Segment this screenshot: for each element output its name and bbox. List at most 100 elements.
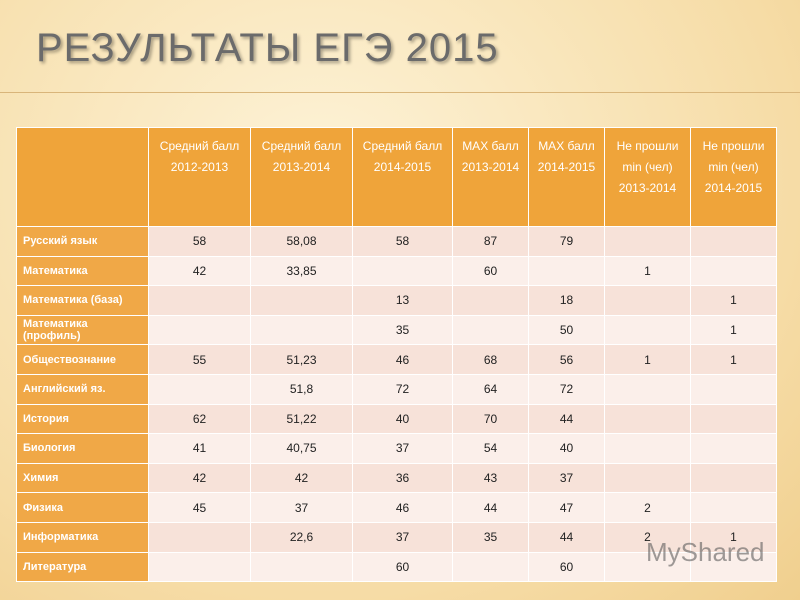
column-header <box>16 127 149 227</box>
value-cell: 44 <box>452 492 529 523</box>
table-row: Физика 45 37 46 44 47 2 <box>16 492 777 523</box>
value-cell: 87 <box>452 226 529 257</box>
value-cell: 45 <box>148 492 251 523</box>
value-cell: 46 <box>352 344 453 375</box>
column-header: Средний балл 2012-2013 <box>148 127 251 227</box>
value-cell <box>690 255 777 287</box>
value-cell <box>528 255 605 287</box>
value-cell: 37 <box>352 521 453 553</box>
value-cell: 36 <box>352 462 453 494</box>
subject-cell: Русский язык <box>16 226 149 257</box>
subject-cell: История <box>16 403 149 435</box>
value-cell: 1 <box>604 255 691 287</box>
value-cell: 13 <box>352 285 453 316</box>
column-header: Не прошли min (чел) 2014-2015 <box>690 127 777 227</box>
value-cell: 2 <box>604 492 691 523</box>
value-cell: 1 <box>690 285 777 316</box>
value-cell <box>604 462 691 494</box>
value-cell: 62 <box>148 403 251 435</box>
value-cell: 35 <box>452 521 529 553</box>
value-cell: 41 <box>148 433 251 464</box>
subject-cell: Математика (база) <box>16 285 149 316</box>
value-cell: 42 <box>148 255 251 287</box>
subject-cell: Математика <box>16 255 149 287</box>
divider <box>0 92 800 93</box>
value-cell: 50 <box>528 314 605 346</box>
value-cell <box>604 285 691 316</box>
value-cell: 1 <box>690 521 777 553</box>
value-cell: 58 <box>148 226 251 257</box>
value-cell: 51,8 <box>250 373 353 405</box>
value-cell <box>452 551 529 583</box>
table-row: Английский яз. 51,8 72 64 72 <box>16 373 777 405</box>
value-cell <box>250 314 353 346</box>
column-header: Не прошли min (чел) 2013-2014 <box>604 127 691 227</box>
value-cell: 43 <box>452 462 529 494</box>
value-cell: 37 <box>352 433 453 464</box>
value-cell: 18 <box>528 285 605 316</box>
value-cell <box>690 226 777 257</box>
value-cell <box>604 314 691 346</box>
value-cell: 40,75 <box>250 433 353 464</box>
value-cell: 42 <box>250 462 353 494</box>
value-cell: 70 <box>452 403 529 435</box>
column-header: Средний балл 2013-2014 <box>250 127 353 227</box>
value-cell: 54 <box>452 433 529 464</box>
value-cell: 51,22 <box>250 403 353 435</box>
value-cell <box>452 314 529 346</box>
value-cell: 64 <box>452 373 529 405</box>
value-cell <box>604 551 691 583</box>
subject-cell: Биология <box>16 433 149 464</box>
value-cell: 40 <box>352 403 453 435</box>
value-cell <box>690 462 777 494</box>
value-cell: 44 <box>528 521 605 553</box>
value-cell <box>690 403 777 435</box>
column-header: MAX балл 2013-2014 <box>452 127 529 227</box>
title: РЕЗУЛЬТАТЫ ЕГЭ 2015 <box>36 26 499 70</box>
table-row: Математика (профиль) 35 50 1 <box>16 314 777 346</box>
value-cell: 42 <box>148 462 251 494</box>
table-row: Обществознание 55 51,23 46 68 56 1 1 <box>16 344 777 375</box>
value-cell: 60 <box>452 255 529 287</box>
value-cell: 60 <box>528 551 605 583</box>
subject-cell: Математика (профиль) <box>16 314 149 346</box>
value-cell: 55 <box>148 344 251 375</box>
value-cell: 58 <box>352 226 453 257</box>
column-header: Средний балл 2014-2015 <box>352 127 453 227</box>
value-cell: 22,6 <box>250 521 353 553</box>
watermark: MyShared <box>646 537 765 567</box>
value-cell <box>452 285 529 316</box>
value-cell <box>604 403 691 435</box>
value-cell: 35 <box>352 314 453 346</box>
value-cell <box>148 373 251 405</box>
value-cell: 68 <box>452 344 529 375</box>
value-cell: 56 <box>528 344 605 375</box>
subject-cell: Информатика <box>16 521 149 553</box>
subject-cell: Английский яз. <box>16 373 149 405</box>
column-header: MAX балл 2014-2015 <box>528 127 605 227</box>
subject-cell: Физика <box>16 492 149 523</box>
value-cell: 72 <box>352 373 453 405</box>
value-cell <box>148 521 251 553</box>
table-row: Химия 42 42 36 43 37 <box>16 462 777 494</box>
value-cell <box>250 285 353 316</box>
value-cell: 37 <box>250 492 353 523</box>
value-cell <box>352 255 453 287</box>
value-cell: 47 <box>528 492 605 523</box>
table-row: Биология 41 40,75 37 54 40 <box>16 433 777 464</box>
value-cell <box>604 373 691 405</box>
value-cell: 72 <box>528 373 605 405</box>
table-row: Информатика 22,6 37 35 44 2 1 <box>16 521 777 553</box>
value-cell <box>690 433 777 464</box>
table-row: Математика 42 33,85 60 1 <box>16 255 777 287</box>
value-cell: 46 <box>352 492 453 523</box>
value-cell: 37 <box>528 462 605 494</box>
value-cell <box>690 551 777 583</box>
table-row: Математика (база) 13 18 1 <box>16 285 777 316</box>
table-row: Литература 60 60 <box>16 551 777 583</box>
subject-cell: Химия <box>16 462 149 494</box>
value-cell: 44 <box>528 403 605 435</box>
subject-cell: Литература <box>16 551 149 583</box>
value-cell: 58,08 <box>250 226 353 257</box>
